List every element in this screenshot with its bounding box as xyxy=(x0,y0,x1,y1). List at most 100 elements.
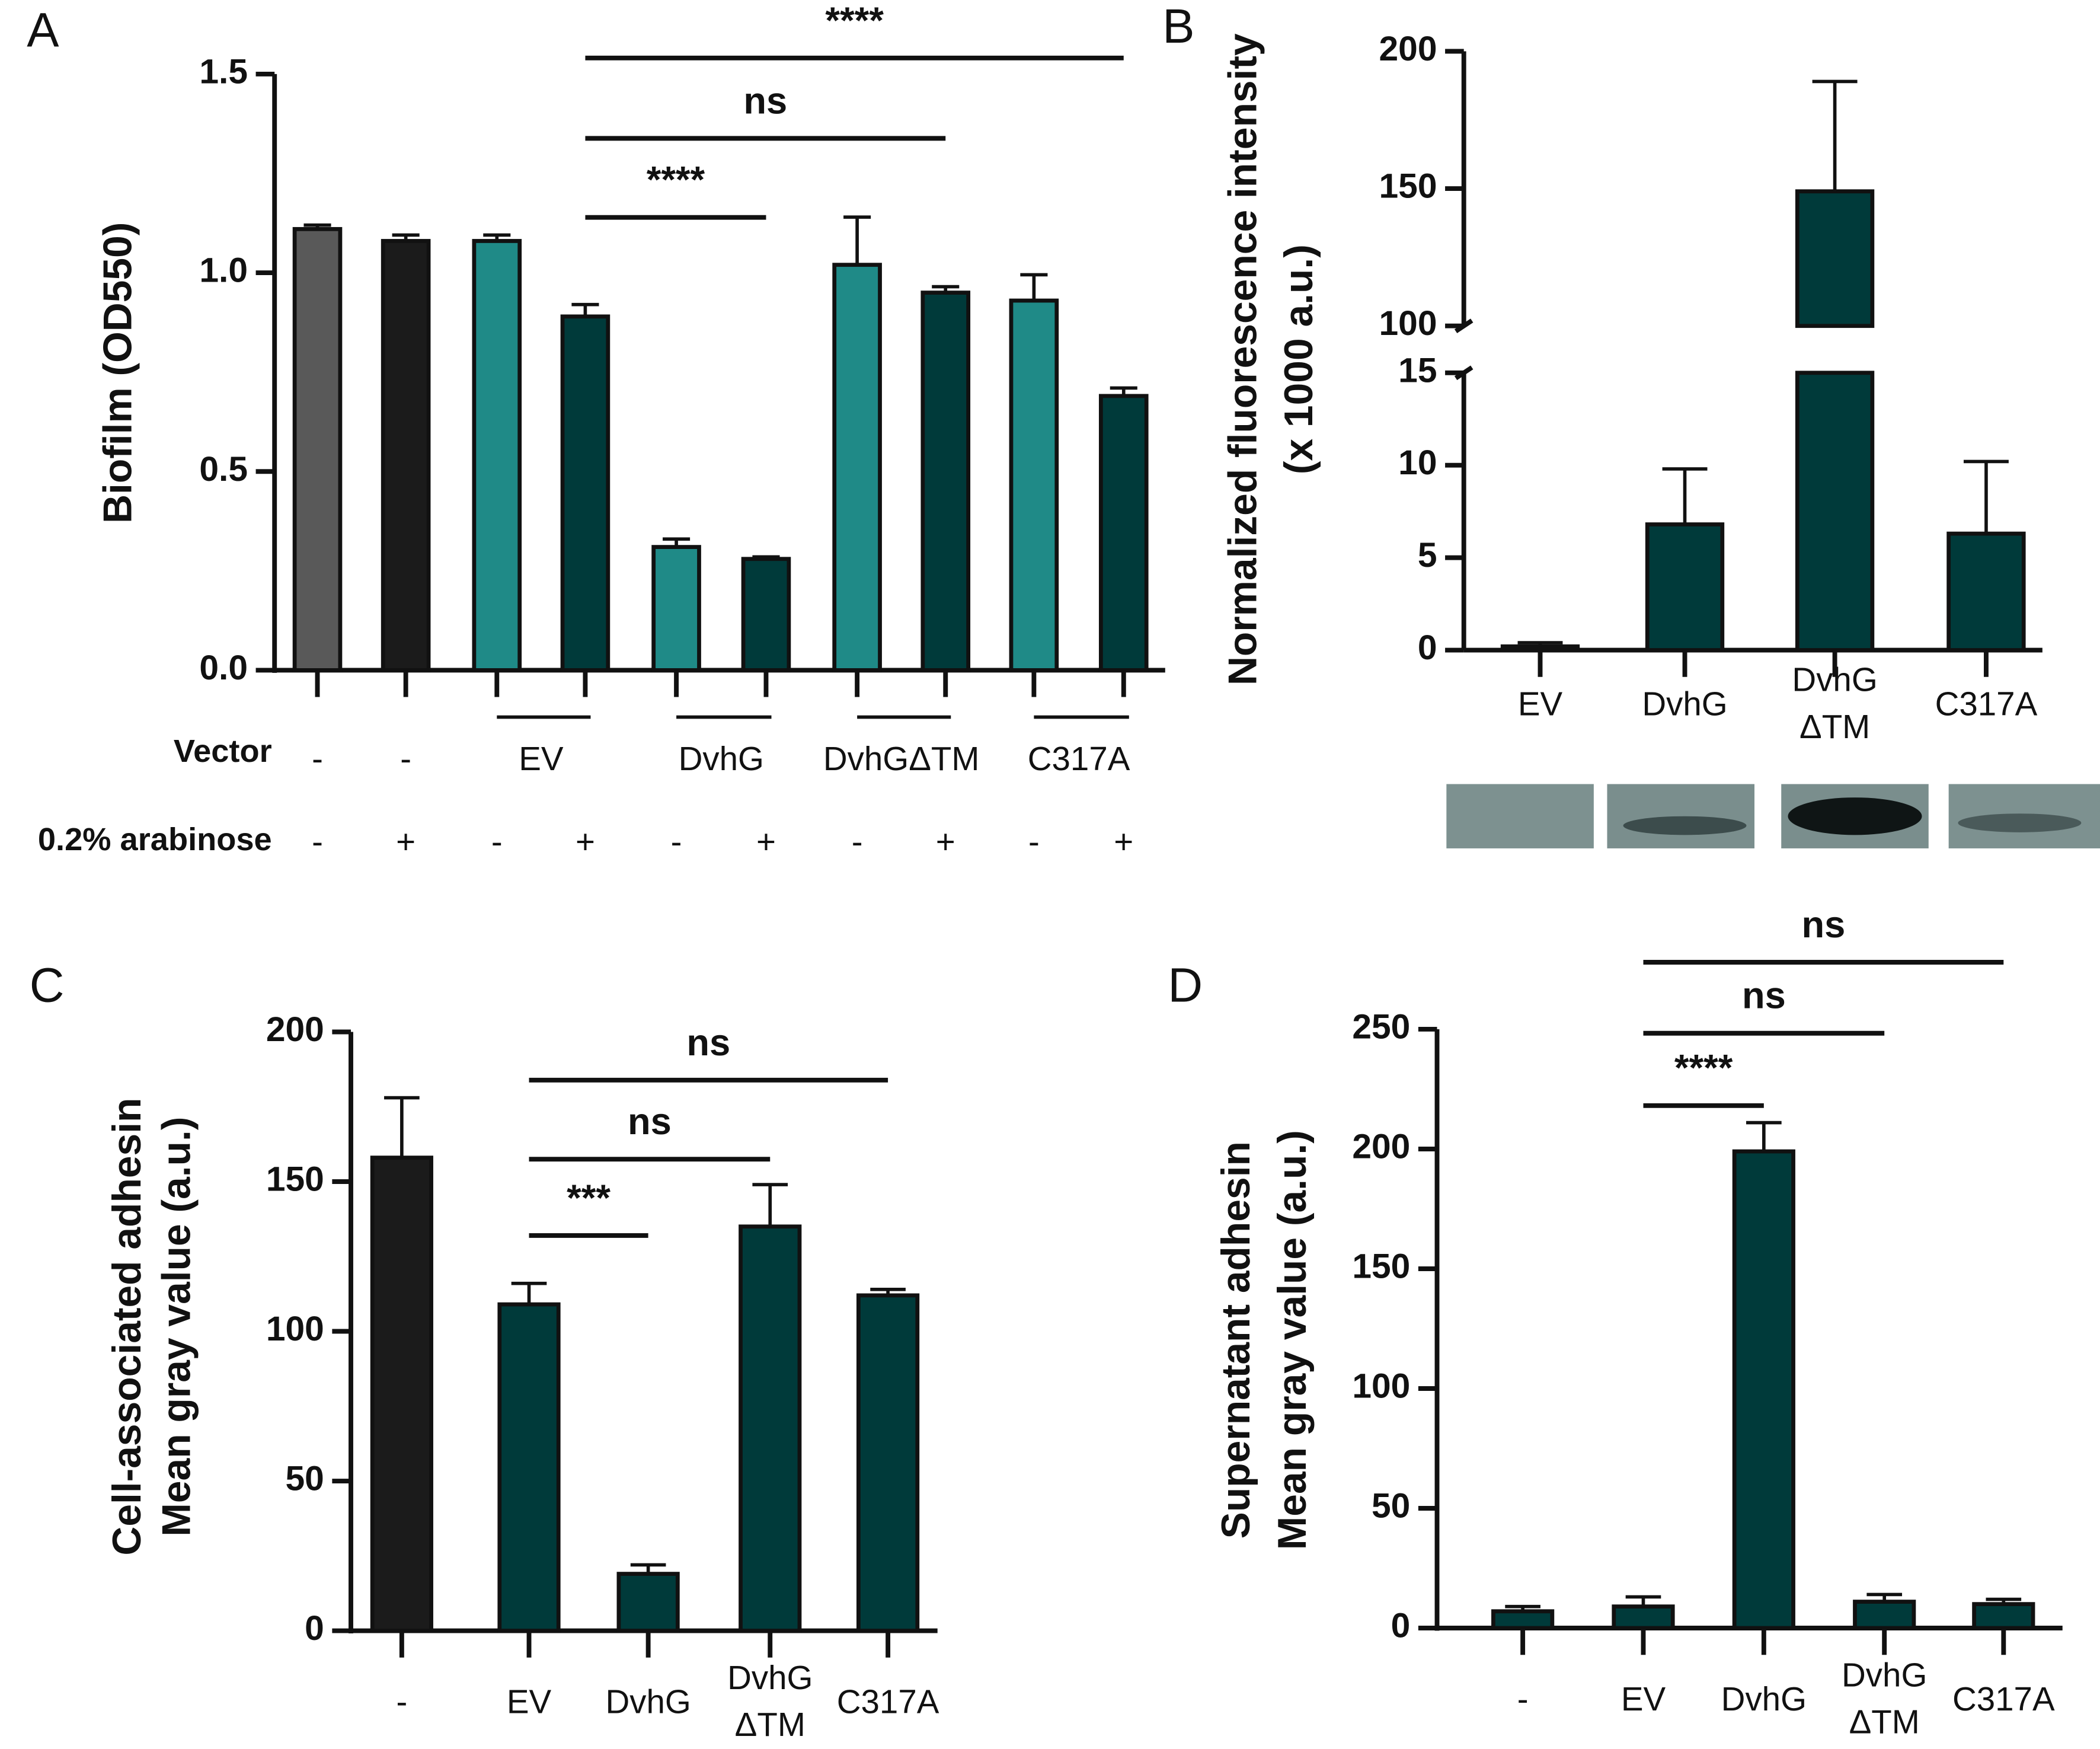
y-tick-label: 200 xyxy=(1379,30,1437,68)
x-tick-label: DvhG xyxy=(605,1683,691,1721)
bar xyxy=(370,1156,433,1633)
y-tick-label: 0 xyxy=(1391,1607,1411,1645)
blot-band xyxy=(1623,816,1747,835)
y-tick-label: 0 xyxy=(1418,628,1437,667)
y-axis-label: Supernatant adhesin xyxy=(1214,1141,1258,1539)
bar xyxy=(651,545,701,672)
bar xyxy=(1612,1604,1675,1630)
y-axis-label: (x 1000 a.u.) xyxy=(1277,244,1321,474)
bar xyxy=(1853,1600,1916,1630)
bar xyxy=(741,557,791,672)
bar xyxy=(832,263,882,672)
y-tick-label: 100 xyxy=(1352,1367,1410,1406)
y-tick-label: 150 xyxy=(1379,167,1437,206)
y-tick-label: 1.0 xyxy=(199,251,248,290)
y-tick-label: 1.5 xyxy=(199,52,248,91)
bar xyxy=(1098,394,1149,672)
significance-label: ns xyxy=(686,1022,730,1064)
x-tick-label: C317A xyxy=(1935,685,2038,722)
blot-band xyxy=(1788,797,1922,835)
bar xyxy=(1946,531,2026,652)
significance-label: ns xyxy=(1742,975,1786,1017)
bar xyxy=(1795,371,1875,652)
arabinose-label: - xyxy=(1028,823,1040,860)
y-tick-label: 200 xyxy=(1352,1128,1410,1166)
x-tick-label: DvhG xyxy=(1642,685,1727,722)
y-tick-label: 10 xyxy=(1398,443,1437,482)
x-tick-label: EV xyxy=(507,1683,552,1721)
significance-label: ns xyxy=(628,1101,672,1142)
arabinose-label: + xyxy=(576,823,595,860)
y-tick-label: 0.0 xyxy=(199,649,248,687)
blot-lane xyxy=(1607,784,1755,848)
y-tick-label: 100 xyxy=(1379,304,1437,343)
arabinose-label: + xyxy=(396,823,415,860)
bar xyxy=(1500,644,1580,652)
y-tick-label: 50 xyxy=(285,1460,324,1498)
panel-label: D xyxy=(1168,959,1203,1013)
y-tick-label: 5 xyxy=(1418,536,1437,575)
significance-label: **** xyxy=(825,0,884,42)
bar xyxy=(497,1302,561,1633)
y-tick-label: 100 xyxy=(266,1310,324,1348)
x-tick-label: C317A xyxy=(1952,1680,2055,1718)
bar xyxy=(739,1224,802,1633)
vector-label: DvhGΔTM xyxy=(823,740,980,777)
blot-lane xyxy=(1446,784,1594,848)
bar xyxy=(1009,298,1059,672)
significance-label: *** xyxy=(567,1177,610,1219)
bar xyxy=(1645,522,1725,652)
arabinose-label: + xyxy=(936,823,955,860)
y-tick-label: 150 xyxy=(1352,1247,1410,1286)
row-label: Vector xyxy=(174,733,272,769)
x-tick-label: DvhG xyxy=(1721,1680,1807,1718)
x-tick-label: DvhG xyxy=(1792,661,1877,698)
vector-label: C317A xyxy=(1028,740,1130,777)
y-tick-label: 150 xyxy=(266,1160,324,1199)
y-tick-label: 0.5 xyxy=(199,450,248,489)
significance-label: ns xyxy=(743,80,787,122)
arabinose-label: + xyxy=(756,823,776,860)
x-tick-label: ΔTM xyxy=(1799,708,1870,745)
arabinose-label: + xyxy=(1114,823,1133,860)
y-tick-label: 50 xyxy=(1372,1487,1410,1525)
y-axis-label: Mean gray value (a.u.) xyxy=(1270,1130,1315,1550)
blot xyxy=(1446,784,2100,848)
significance-label: **** xyxy=(1674,1048,1733,1089)
y-axis-label: Biofilm (OD550) xyxy=(95,222,140,524)
y-tick-label: 15 xyxy=(1398,351,1437,390)
x-tick-label: EV xyxy=(1518,685,1563,722)
bar xyxy=(1491,1609,1555,1630)
x-tick-label: C317A xyxy=(837,1683,939,1721)
y-axis-label: Mean gray value (a.u.) xyxy=(155,1117,199,1537)
bar xyxy=(560,314,610,672)
significance-label: **** xyxy=(647,159,705,201)
y-tick-label: 250 xyxy=(1352,1007,1410,1046)
significance-label: ns xyxy=(1801,904,1845,946)
bar xyxy=(856,1293,920,1633)
panel-label: A xyxy=(27,4,59,58)
x-tick-label: EV xyxy=(1621,1680,1666,1718)
bar xyxy=(472,239,522,672)
arabinose-label: - xyxy=(852,823,863,860)
vector-label: DvhG xyxy=(679,740,764,777)
blot-band xyxy=(1958,813,2082,832)
x-tick-label: DvhG xyxy=(727,1659,813,1696)
x-tick-label: DvhG xyxy=(1842,1657,1927,1694)
arabinose-label: - xyxy=(671,823,682,860)
panel-label: C xyxy=(30,959,65,1013)
y-tick-label: 0 xyxy=(305,1609,324,1648)
y-tick-label: 200 xyxy=(266,1010,324,1049)
bar xyxy=(616,1572,680,1633)
bar xyxy=(381,239,431,672)
panel-label: B xyxy=(1162,0,1194,53)
vector-label: - xyxy=(400,740,411,777)
arabinose-label: - xyxy=(491,823,503,860)
bar xyxy=(292,226,343,672)
x-tick-label: - xyxy=(1517,1680,1529,1718)
x-tick-label: ΔTM xyxy=(735,1706,806,1743)
vector-label: - xyxy=(312,740,323,777)
x-tick-label: - xyxy=(396,1683,407,1721)
x-tick-label: ΔTM xyxy=(1849,1703,1920,1741)
vector-label: EV xyxy=(519,740,564,777)
